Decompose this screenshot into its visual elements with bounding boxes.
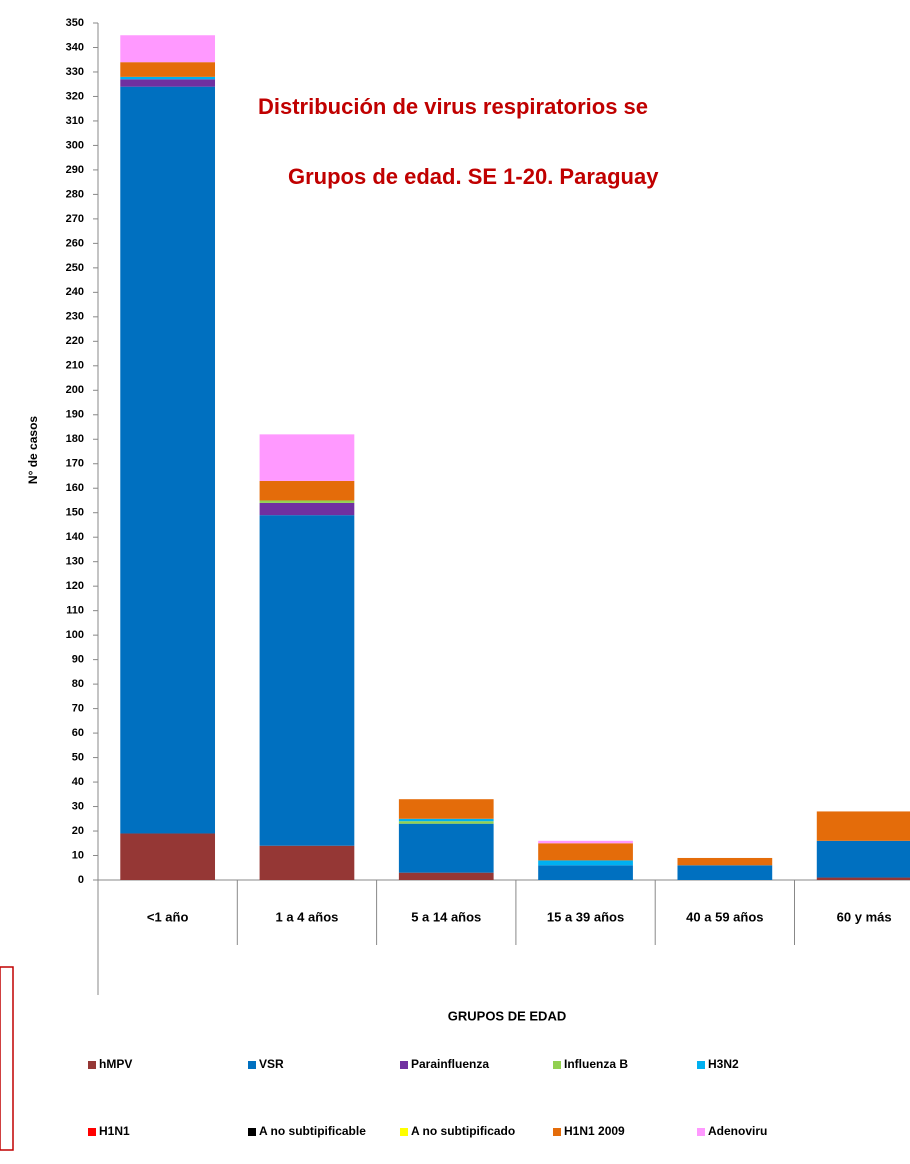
y-tick-label: 10 bbox=[72, 849, 84, 861]
legend-swatch bbox=[697, 1128, 705, 1136]
y-tick-label: 160 bbox=[66, 482, 84, 494]
legend-swatch bbox=[553, 1061, 561, 1069]
bar-segment bbox=[120, 35, 216, 63]
y-tick-label: 30 bbox=[72, 800, 84, 812]
legend-label: A no subtipificado bbox=[411, 1124, 515, 1138]
x-tick-label: 1 a 4 años bbox=[276, 909, 339, 924]
y-tick-label: 340 bbox=[66, 41, 84, 53]
x-tick-label: 60 y más bbox=[837, 909, 892, 924]
y-tick-label: 250 bbox=[66, 262, 84, 274]
bar-segment bbox=[538, 860, 633, 866]
y-tick-label: 230 bbox=[66, 311, 84, 323]
y-tick-label: 320 bbox=[66, 90, 84, 102]
y-tick-label: 130 bbox=[66, 556, 84, 568]
legend-label: H3N2 bbox=[708, 1057, 739, 1071]
bar-segment bbox=[120, 833, 216, 880]
bar-segment bbox=[677, 865, 773, 880]
bar-segment bbox=[259, 434, 355, 481]
chart-subtitle: Grupos de edad. SE 1-20. Paraguay bbox=[288, 164, 659, 189]
y-tick-label: 150 bbox=[66, 507, 84, 519]
y-tick-label: 140 bbox=[66, 531, 84, 543]
y-tick-label: 330 bbox=[66, 66, 84, 78]
y-tick-label: 180 bbox=[66, 433, 84, 445]
y-tick-label: 190 bbox=[66, 409, 84, 421]
legend-swatch bbox=[553, 1128, 561, 1136]
bar-segment bbox=[398, 821, 494, 824]
legend-swatch bbox=[88, 1128, 96, 1136]
x-tick-label: 40 a 59 años bbox=[686, 909, 763, 924]
y-tick-label: 80 bbox=[72, 678, 84, 690]
y-tick-label: 270 bbox=[66, 213, 84, 225]
y-tick-label: 290 bbox=[66, 164, 84, 176]
legend-swatch bbox=[88, 1061, 96, 1069]
y-tick-label: 200 bbox=[66, 384, 84, 396]
y-tick-label: 260 bbox=[66, 237, 84, 249]
legend-swatch bbox=[400, 1061, 408, 1069]
x-axis-label: GRUPOS DE EDAD bbox=[448, 1008, 566, 1023]
x-tick-label: 15 a 39 años bbox=[547, 909, 624, 924]
bar-segment bbox=[259, 480, 355, 501]
y-tick-label: 210 bbox=[66, 360, 84, 372]
bar-segment bbox=[538, 840, 633, 844]
y-tick-label: 240 bbox=[66, 286, 84, 298]
y-tick-label: 90 bbox=[72, 654, 84, 666]
y-tick-label: 0 bbox=[78, 874, 84, 886]
bar-segment bbox=[816, 811, 910, 841]
bar-segment bbox=[538, 843, 633, 861]
y-tick-label: 120 bbox=[66, 580, 84, 592]
legend-label: VSR bbox=[259, 1057, 284, 1071]
y-tick-label: 220 bbox=[66, 335, 84, 347]
bar-segment bbox=[120, 62, 216, 77]
y-tick-label: 50 bbox=[72, 751, 84, 763]
y-tick-label: 60 bbox=[72, 727, 84, 739]
y-axis-label: N° de casos bbox=[26, 416, 40, 484]
y-tick-label: 40 bbox=[72, 776, 84, 788]
legend-label: Parainfluenza bbox=[411, 1057, 489, 1071]
y-tick-label: 170 bbox=[66, 458, 84, 470]
bar-segment bbox=[398, 872, 494, 880]
legend-label: Influenza B bbox=[564, 1057, 628, 1071]
bar-segment bbox=[538, 865, 633, 880]
x-tick-label: 5 a 14 años bbox=[411, 909, 481, 924]
y-tick-label: 300 bbox=[66, 139, 84, 151]
bar-segment bbox=[259, 502, 355, 516]
y-tick-label: 20 bbox=[72, 825, 84, 837]
legend-label: hMPV bbox=[99, 1057, 132, 1071]
bar-segment bbox=[677, 857, 773, 866]
bar-segment bbox=[259, 515, 355, 846]
x-tick-label: <1 año bbox=[147, 909, 189, 924]
legend-swatch bbox=[248, 1061, 256, 1069]
bar-segment bbox=[816, 840, 910, 878]
y-tick-label: 100 bbox=[66, 629, 84, 641]
legend-label: H1N1 bbox=[99, 1124, 130, 1138]
bar-segment bbox=[259, 500, 355, 503]
bar-segment bbox=[398, 818, 494, 822]
y-tick-label: 310 bbox=[66, 115, 84, 127]
bar-segment bbox=[120, 79, 216, 87]
bar-segment bbox=[120, 86, 216, 834]
bar-segment bbox=[120, 76, 216, 80]
legend-label: Adenoviru bbox=[708, 1124, 767, 1138]
bar-segment bbox=[259, 845, 355, 880]
y-tick-label: 350 bbox=[66, 17, 84, 29]
bar-segment bbox=[816, 877, 910, 880]
y-tick-label: 280 bbox=[66, 188, 84, 200]
legend-swatch bbox=[248, 1128, 256, 1136]
y-tick-label: 70 bbox=[72, 703, 84, 715]
chart-title: Distribución de virus respiratorios se bbox=[258, 94, 648, 119]
legend-swatch bbox=[400, 1128, 408, 1136]
bar-segment bbox=[398, 799, 494, 819]
legend-label: H1N1 2009 bbox=[564, 1124, 625, 1138]
highlight-box bbox=[0, 966, 14, 1151]
legend-swatch bbox=[697, 1061, 705, 1069]
y-tick-label: 110 bbox=[66, 605, 84, 617]
legend-label: A no subtipificable bbox=[259, 1124, 366, 1138]
bar-segment bbox=[398, 823, 494, 873]
